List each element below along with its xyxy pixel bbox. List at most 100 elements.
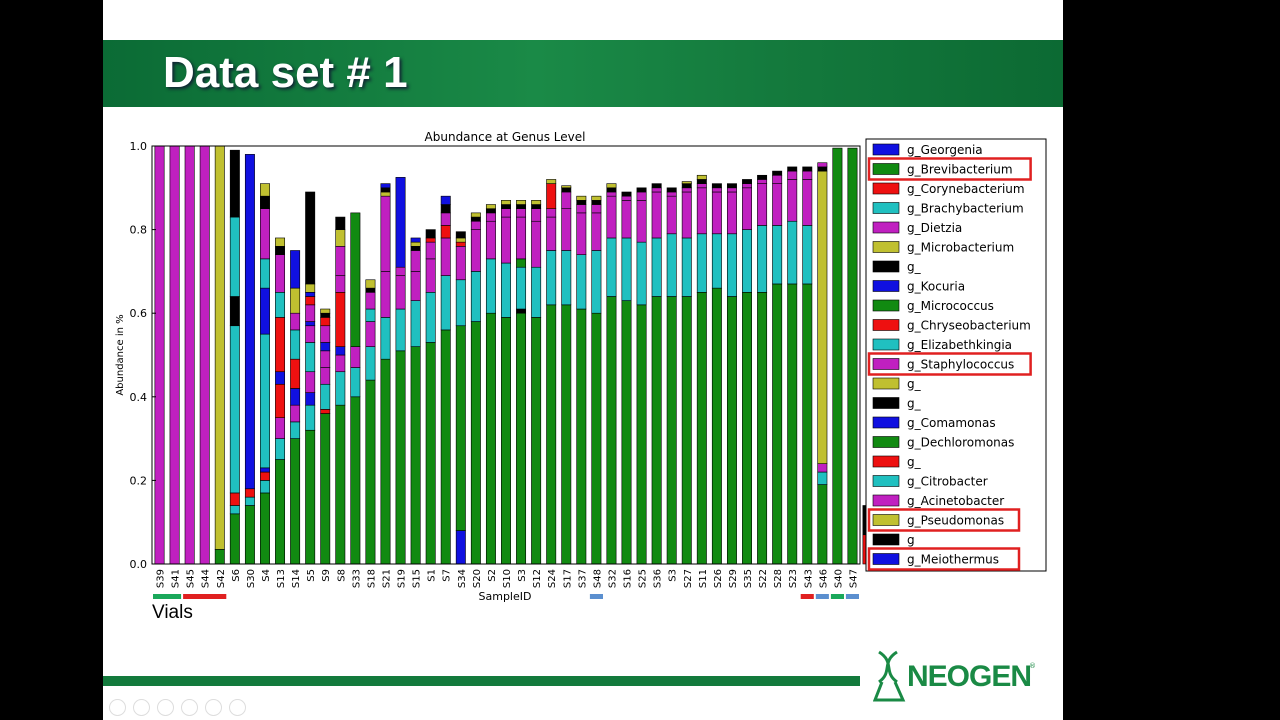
bar-segment [275,459,286,565]
bar-segment [696,291,707,565]
bar-segment [320,413,331,565]
group-markers [153,594,859,599]
x-tick-label: S6 [231,569,242,582]
bar-segment [742,183,752,189]
logo-text: NEOGEN [907,660,1032,693]
bar-segment [320,350,331,368]
x-tick-label: S42 [216,569,227,588]
bar-segment [305,392,316,406]
bar-segment [576,308,587,565]
x-tick-label: S29 [728,569,739,588]
legend-entry-label: g_ [907,260,922,274]
x-tick-label: S5 [306,569,317,582]
bar-segment [772,174,783,184]
legend-highlight-box [867,352,1032,376]
x-tick-label: S12 [532,569,543,588]
zoom-icon[interactable] [205,699,222,716]
bar-segment [244,505,255,565]
bar-segment [772,170,783,176]
bar-segment [320,383,331,410]
bar-segment [516,258,527,268]
bar-segment [275,383,286,419]
legend-swatch [872,475,900,487]
sample-group-marker [800,594,814,599]
legend-highlight-box [867,157,1032,181]
legend-swatch [872,514,900,526]
legend-swatch [872,533,900,546]
bar-segment [470,220,481,230]
pen-icon[interactable] [157,699,174,716]
bar-segment [531,220,542,268]
bar-segment [817,162,828,168]
bar-segment [320,312,331,318]
next-slide-icon[interactable] [133,699,150,716]
bar-segment [561,208,572,251]
bar-segment [305,191,316,285]
bar-segment [335,371,346,406]
bar-segment [380,187,391,193]
bar-segment [335,291,346,347]
bar-segment [290,358,301,389]
bar-segment [440,275,451,331]
x-tick-label: S9 [321,569,332,582]
bar-segment [711,233,722,289]
legend-swatch [872,182,900,195]
bar-segment [425,241,436,260]
bar-segment [591,312,602,565]
bar-segment [591,200,602,205]
x-tick-label: S32 [607,569,618,588]
sample-group-marker [830,594,844,599]
bar-segment [380,271,391,318]
bar-segment [742,179,752,184]
bar-segment [290,404,301,423]
prev-slide-icon[interactable] [109,699,126,716]
more-options-icon[interactable] [229,699,246,716]
bar-segment [802,283,813,565]
bar-segment [787,170,798,180]
bar-segment [711,191,722,235]
legend-swatch [872,338,900,351]
bar-segment [591,195,602,201]
sample-group-marker [815,594,829,599]
bar-segment [410,246,421,251]
bar-segment [817,463,828,473]
slide: Data set # 1 Abundance at Genus Level Ab… [103,0,1063,720]
x-tick-label: S24 [547,569,558,588]
bar-segment [395,266,406,276]
bar-segment [260,287,270,335]
bar-segment [365,379,376,565]
legend-swatch [872,455,900,468]
bar-segment [681,191,692,239]
y-tick-label: 1.0 [130,140,148,153]
bar-segment [546,216,557,251]
legend-entry-label: g_ [907,397,922,411]
bar-segment [410,346,421,565]
bar-segment [696,179,707,184]
bar-segment [395,308,406,352]
bar-segment [290,421,301,439]
bar-segment [501,262,511,318]
bar-segment [636,241,647,306]
x-tick-label: S34 [457,569,468,588]
y-tick-label: 0.8 [130,224,148,237]
bar-segment [365,291,376,310]
bar-segment [260,471,270,481]
bar-segment [380,183,391,189]
bars-group [154,145,888,565]
bar-segment [410,300,421,347]
bar-segment [606,191,617,197]
bar-segment [636,304,647,565]
x-tick-label: S7 [442,569,453,582]
bar-segment [576,200,587,205]
x-tick-label: S4 [261,569,272,582]
bar-segment [440,225,451,239]
bar-segment [711,287,722,565]
bar-segment [666,191,677,197]
x-tick-label: S46 [818,569,829,588]
bar-segment [470,216,481,222]
legend-entry-label: g_ [907,455,922,469]
x-tick-label: S22 [758,569,769,588]
bar-segment [410,271,421,301]
bar-segment [802,225,813,285]
slides-icon[interactable] [181,699,198,716]
